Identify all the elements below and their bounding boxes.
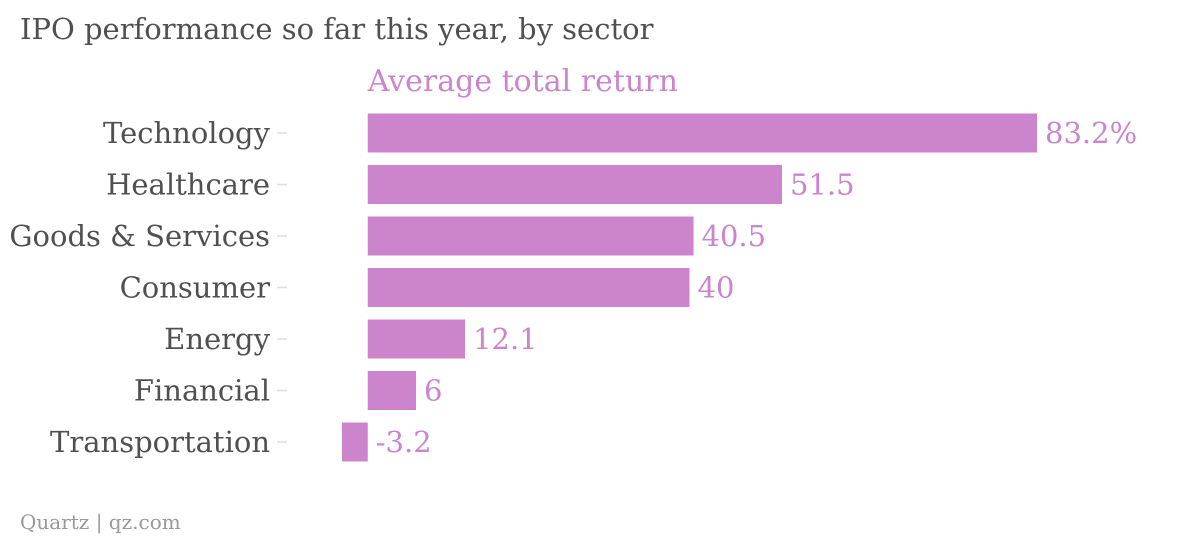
category-label: Consumer [120,271,271,305]
bar [367,216,694,256]
bar [367,371,417,410]
value-label: 40 [698,271,735,305]
value-label: 83.2% [1045,116,1137,150]
value-label: 12.1 [473,322,538,356]
category-label: Healthcare [106,168,270,202]
category-label: Technology [103,116,271,150]
bar [367,268,690,307]
bar [342,422,368,462]
bar [367,319,466,359]
source-credit: Quartz | qz.com [20,510,181,534]
value-label: -3.2 [376,425,432,459]
bar [367,113,1038,153]
category-label: Financial [134,374,270,408]
value-labels: 83.2% 51.5 40.5 40 12.1 6 -3.2 [376,116,1137,459]
value-label: 40.5 [702,219,767,253]
category-labels: Technology Healthcare Goods & Services Cons… [9,116,270,459]
category-label: Transportation [50,425,270,459]
bars [342,113,1038,462]
bar [367,165,783,204]
value-label: 6 [424,374,442,408]
series-label: Average total return [367,64,678,99]
category-label: Energy [164,322,270,356]
chart-title: IPO performance so far this year, by sec… [20,12,654,46]
category-label: Goods & Services [9,219,270,253]
value-label: 51.5 [790,168,855,202]
category-ticks [277,132,287,443]
